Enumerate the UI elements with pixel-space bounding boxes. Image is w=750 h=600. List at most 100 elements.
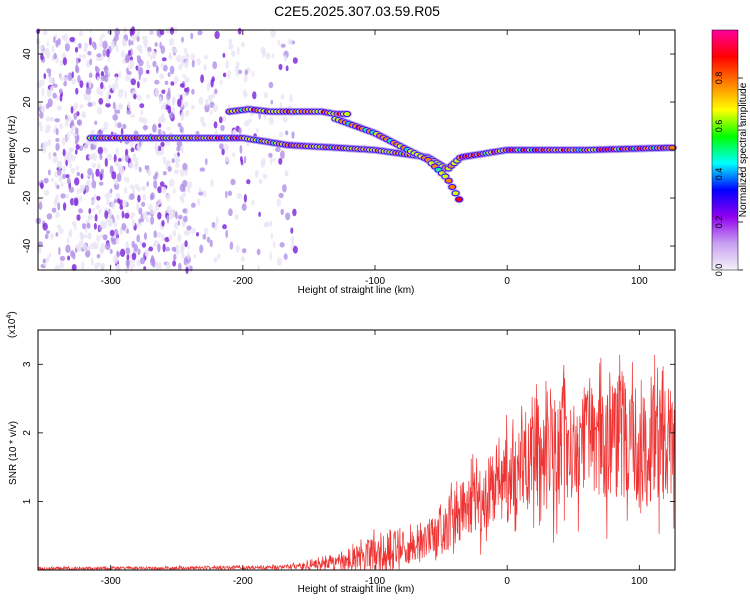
snr-x-tick-label: 100 — [631, 576, 648, 587]
noise-blob — [209, 110, 213, 115]
noise-blob — [54, 264, 61, 270]
noise-blob — [132, 35, 136, 42]
noise-blob — [118, 70, 122, 78]
noise-blob — [56, 224, 62, 230]
noise-blob — [45, 124, 51, 131]
noise-blob — [102, 40, 108, 50]
noise-blob — [96, 53, 102, 58]
noise-blob — [204, 55, 208, 60]
noise-blob — [53, 36, 56, 43]
noise-blob — [110, 40, 116, 50]
snr-scale-base: (x10 — [7, 318, 18, 338]
noise-blob — [191, 59, 195, 68]
noise-blob — [116, 173, 122, 182]
noise-blob — [225, 155, 229, 163]
noise-blob — [131, 219, 136, 227]
noise-blob — [114, 27, 120, 37]
noise-blob — [291, 131, 295, 139]
noise-blob — [213, 121, 218, 129]
noise-blob — [225, 229, 229, 239]
noise-blob — [99, 173, 103, 181]
noise-blob — [185, 110, 190, 117]
noise-blob — [64, 42, 70, 52]
noise-blob — [70, 106, 74, 114]
noise-blob — [197, 198, 201, 206]
noise-blob — [184, 169, 188, 177]
noise-blob — [128, 161, 134, 169]
noise-blob — [280, 208, 285, 215]
noise-blob — [53, 52, 57, 60]
noise-blob — [240, 256, 245, 262]
spec-y-tick-label: -20 — [22, 190, 33, 205]
noise-blob — [85, 250, 91, 258]
noise-blob — [265, 52, 271, 60]
noise-blob — [92, 207, 95, 212]
noise-blob — [91, 199, 96, 204]
spec-x-tick-label: -100 — [365, 276, 385, 287]
noise-blob — [68, 186, 75, 193]
noise-blob — [104, 157, 108, 167]
noise-blob — [275, 146, 281, 153]
noise-blob — [225, 190, 228, 199]
noise-blob — [184, 60, 189, 69]
noise-blob — [177, 98, 182, 107]
colorbar-tick-label: 0.4 — [714, 168, 724, 181]
noise-blob — [69, 129, 74, 134]
noise-blob — [178, 93, 181, 99]
noise-blob — [170, 81, 175, 86]
noise-blob — [88, 72, 93, 79]
noise-blob — [69, 146, 74, 153]
noise-blob — [114, 120, 118, 128]
noise-blob — [126, 228, 129, 234]
noise-blob — [202, 122, 207, 128]
snr-x-ticks: -300 -200 -100 0 100 — [101, 330, 648, 587]
noise-blob — [283, 253, 288, 260]
noise-blob — [153, 230, 157, 238]
noise-blob — [115, 83, 119, 89]
noise-blob — [162, 156, 167, 165]
noise-blob — [177, 220, 180, 226]
noise-blob — [190, 53, 195, 61]
noise-blob — [278, 131, 284, 138]
noise-blob — [141, 201, 146, 207]
noise-blob — [108, 218, 114, 227]
noise-blob — [177, 214, 183, 220]
noise-blob — [175, 156, 181, 164]
noise-blob — [76, 111, 80, 117]
noise-blob — [46, 213, 53, 220]
noise-blob — [138, 116, 144, 124]
noise-blob — [94, 120, 98, 126]
noise-blob — [96, 195, 101, 201]
noise-blob — [150, 216, 155, 225]
noise-blob — [184, 77, 190, 83]
noise-blob — [113, 182, 120, 190]
noise-blob — [184, 240, 188, 248]
noise-blob — [166, 159, 171, 167]
noise-blob — [138, 59, 144, 67]
noise-blob — [55, 128, 59, 136]
noise-blob — [282, 184, 287, 193]
noise-blob — [59, 261, 64, 269]
noise-blob — [138, 67, 144, 76]
noise-blob — [82, 223, 87, 230]
noise-blob — [168, 178, 175, 188]
noise-blob — [66, 115, 72, 122]
noise-blob — [71, 71, 74, 79]
noise-blob — [148, 246, 154, 252]
noise-blob — [285, 212, 291, 221]
noise-blob — [181, 36, 184, 43]
noise-blob — [57, 168, 62, 176]
noise-blob — [256, 248, 261, 256]
noise-blob — [180, 246, 185, 255]
noise-blob — [191, 88, 195, 95]
noise-blob — [160, 45, 165, 54]
noise-blob — [202, 190, 207, 198]
noise-blob — [57, 38, 61, 46]
noise-blob — [40, 182, 44, 189]
noise-blob — [73, 102, 78, 110]
noise-blob — [168, 54, 172, 60]
noise-blob — [87, 102, 93, 107]
snr-frame — [37, 329, 676, 571]
noise-blob — [160, 141, 165, 147]
noise-blob — [144, 248, 150, 258]
